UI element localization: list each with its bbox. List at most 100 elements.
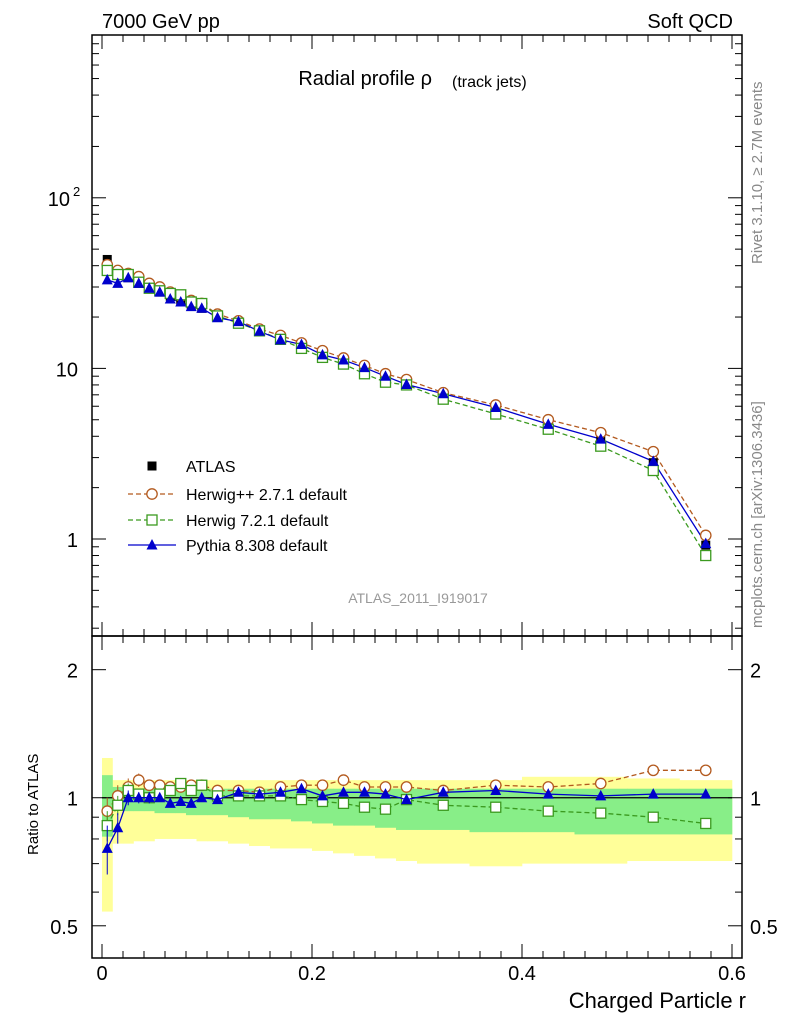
legend-marker <box>146 488 158 500</box>
ratio-point <box>337 797 350 810</box>
ratio-point <box>359 786 370 797</box>
y-tick-label: 10 <box>56 359 78 381</box>
ratio-point <box>154 791 166 803</box>
rivet-label: Rivet 3.1.10, ≥ 2.7M events <box>749 82 766 265</box>
ratio-point <box>185 784 197 797</box>
ratio-point <box>379 803 392 815</box>
data-point <box>275 333 286 345</box>
ratio-point <box>700 788 712 799</box>
ratio-point <box>196 779 208 791</box>
ratio-point <box>296 782 307 794</box>
data-point <box>254 325 265 336</box>
ratio-point <box>112 821 124 833</box>
data-point <box>185 300 197 312</box>
ratio-point <box>132 774 145 786</box>
ratio-point <box>212 793 223 805</box>
ratio-point <box>185 797 197 808</box>
ratio-point <box>437 786 449 797</box>
category-label: Soft QCD <box>647 11 733 33</box>
x-tick-label: 0 <box>96 963 107 985</box>
data-point <box>133 277 145 288</box>
mcplots-label: mcplots.cern.ch [arXiv:1306.3436] <box>749 401 766 628</box>
ratio-point <box>233 786 244 797</box>
plot-subtitle: (track jets) <box>452 74 527 91</box>
ratio-point <box>337 774 350 786</box>
legend-marker <box>147 461 157 471</box>
ratio-y-tick-label-right: 0.5 <box>750 917 778 939</box>
ratio-point <box>542 805 554 817</box>
data-point <box>122 271 134 283</box>
legend-label: ATLAS <box>186 459 236 476</box>
data-point <box>380 370 391 381</box>
ratio-y-axis-label: Ratio to ATLAS <box>25 754 42 855</box>
data-point <box>154 286 166 297</box>
ratio-point <box>437 799 449 811</box>
data-point <box>164 293 176 304</box>
data-point <box>647 464 659 477</box>
ratio-point <box>594 777 607 790</box>
ratio-y-tick-label-right: 1 <box>750 789 761 811</box>
data-point <box>112 277 124 288</box>
legend-label: Herwig 7.2.1 default <box>186 513 329 530</box>
ratio-point <box>401 793 412 805</box>
ratio-point <box>122 791 134 803</box>
data-point <box>233 315 244 327</box>
data-point <box>175 296 187 307</box>
ratio-y-tick-label-right: 2 <box>750 661 761 683</box>
data-point <box>317 348 328 360</box>
ratio-frame <box>91 635 743 959</box>
ratio-point <box>595 807 607 819</box>
ratio-point <box>490 801 502 813</box>
ratio-point <box>175 777 187 790</box>
y-tick-label-exponent: 2 <box>73 184 80 199</box>
analysis-watermark: ATLAS_2011_I919017 <box>348 590 488 606</box>
x-tick-label: 0.2 <box>298 963 326 985</box>
ratio-point <box>112 799 124 811</box>
ratio-point <box>275 786 286 797</box>
ratio-point <box>317 789 328 801</box>
ratio-point <box>595 789 607 801</box>
ratio-point <box>164 797 176 808</box>
legend-marker <box>146 539 158 550</box>
ratio-plot: 0.5 0.5 1 1 2 2 0 0.2 0.4 0.6 <box>50 635 778 985</box>
beam-label: 7000 GeV pp <box>102 11 220 33</box>
data-point <box>212 311 223 323</box>
data-point <box>101 273 113 285</box>
ratio-point <box>338 786 349 797</box>
plot-title: Radial profile ρ <box>298 68 432 90</box>
ratio-point <box>196 791 208 803</box>
data-point <box>196 302 208 313</box>
data-point <box>143 282 155 293</box>
data-point <box>359 361 370 373</box>
data-point <box>647 455 659 466</box>
ratio-point <box>490 784 502 795</box>
ratio-y-tick-label: 0.5 <box>50 917 78 939</box>
ratio-point <box>380 788 391 799</box>
data-point <box>700 549 712 562</box>
ratio-y-tick-label: 1 <box>67 789 78 811</box>
ratio-point <box>647 788 659 799</box>
legend-label: Pythia 8.308 default <box>186 538 328 555</box>
ratio-point <box>101 842 113 853</box>
ratio-point <box>699 764 712 777</box>
ratio-point <box>647 811 659 823</box>
ratio-point <box>143 791 155 803</box>
data-point <box>542 418 554 429</box>
data-point <box>700 537 712 549</box>
x-tick-label: 0.6 <box>718 963 746 985</box>
y-tick-label: 1 <box>67 530 78 552</box>
ratio-point <box>175 795 187 806</box>
uncertainty-band-outer <box>123 780 134 844</box>
data-point <box>647 445 660 458</box>
ratio-point <box>254 788 265 799</box>
ratio-point <box>700 817 712 830</box>
ratio-point <box>542 788 554 799</box>
ratio-point <box>164 784 176 797</box>
data-point <box>338 353 349 365</box>
ratio-point <box>316 779 329 792</box>
data-point <box>490 401 502 412</box>
ratio-point <box>647 764 660 777</box>
x-axis-label: Charged Particle r <box>569 988 746 1013</box>
